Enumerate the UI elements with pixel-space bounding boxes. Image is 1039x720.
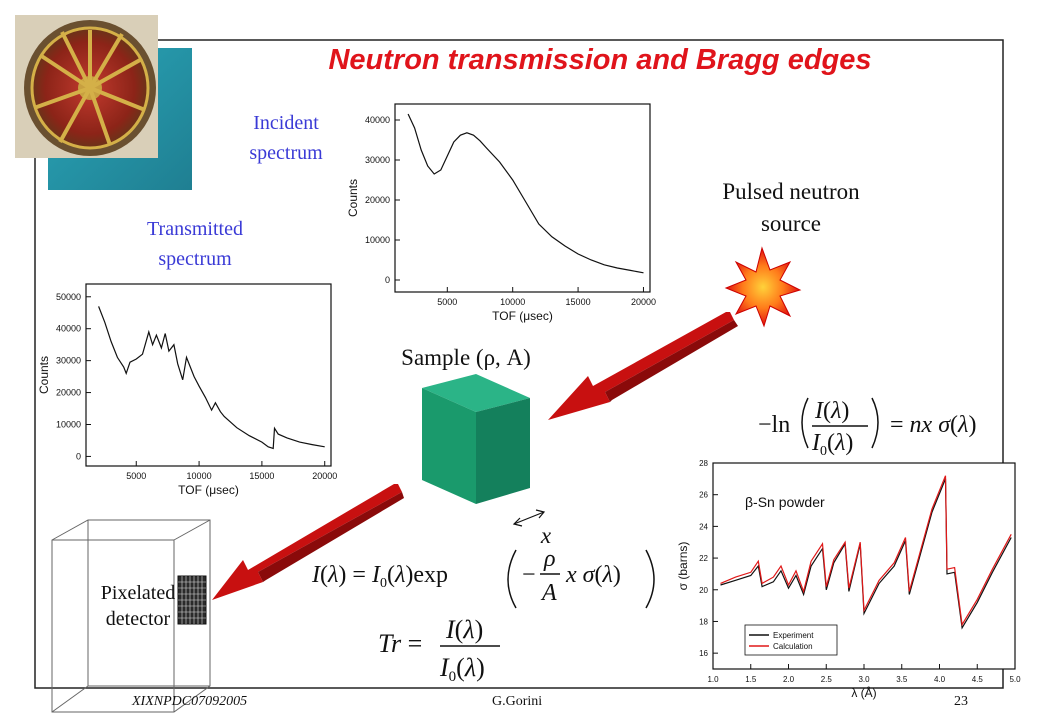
x-tick-label: 5000 <box>437 297 457 307</box>
transmitted-spectrum-label: Transmitted spectrum <box>147 218 243 270</box>
series-line-calculation <box>720 475 1012 627</box>
x-axis-label: TOF (μsec) <box>492 309 553 323</box>
equation-log-relation: −ln I(λ) I0(λ) = nx σ(λ) <box>758 397 976 459</box>
y-tick-label: 18 <box>699 617 708 626</box>
pixel-grid <box>177 575 207 625</box>
svg-text:−ln: −ln <box>758 412 790 438</box>
chart-annotation: β-Sn powder <box>745 494 825 510</box>
y-tick-label: 20 <box>699 586 708 595</box>
svg-text:I0(λ): I0(λ) <box>811 430 853 459</box>
y-tick-label: 20000 <box>56 388 81 398</box>
x-tick-label: 1.0 <box>707 675 719 684</box>
svg-text:ρ: ρ <box>543 546 556 572</box>
incident-spectrum-label: Incident spectrum <box>249 112 323 164</box>
y-tick-label: 50000 <box>56 292 81 302</box>
x-tick-label: 20000 <box>312 471 337 481</box>
sample-label: Sample (ρ, A) <box>401 345 531 370</box>
svg-text:−: − <box>522 562 536 588</box>
x-tick-label: 4.5 <box>972 675 984 684</box>
svg-text:I0(λ): I0(λ) <box>439 653 485 685</box>
incident-beam-arrow <box>548 312 738 420</box>
series-line-data <box>98 306 325 450</box>
y-tick-label: 24 <box>699 522 708 531</box>
x-tick-label: 10000 <box>500 297 525 307</box>
footer-page: 23 <box>954 694 968 709</box>
thickness-arrow <box>512 509 546 527</box>
y-tick-label: 0 <box>385 275 390 285</box>
source-label: Pulsed neutron source <box>722 179 860 236</box>
footer-author: G.Gorini <box>492 694 543 709</box>
x-tick-label: 10000 <box>187 471 212 481</box>
detector-label: Pixelated detector <box>100 582 176 630</box>
x-tick-label: 4.0 <box>934 675 946 684</box>
x-axis-label: TOF (μsec) <box>178 483 239 497</box>
y-axis-label: Counts <box>346 179 360 217</box>
x-tick-label: 15000 <box>249 471 274 481</box>
y-tick-label: 40000 <box>56 324 81 334</box>
legend-box <box>744 624 838 656</box>
y-tick-label: 10000 <box>365 235 390 245</box>
artifact-photo <box>15 15 192 190</box>
footer-event: XIXNPDC07092005 <box>132 694 248 709</box>
x-tick-label: 20000 <box>631 297 656 307</box>
legend-label: Calculation <box>773 642 813 651</box>
y-tick-label: 20000 <box>365 195 390 205</box>
slide-title: Neutron transmission and Bragg edges <box>328 44 872 76</box>
svg-text:I(λ): I(λ) <box>445 615 483 644</box>
neutron-source-burst <box>724 246 802 328</box>
x-tick-label: 15000 <box>566 297 591 307</box>
x-tick-label: 3.5 <box>896 675 908 684</box>
incident-spectrum-chart: 5000 10000 15000 20000 0 10000 20000 30000 40000… <box>346 103 656 323</box>
x-tick-label: 1.5 <box>745 675 757 684</box>
x-tick-label: 5.0 <box>1009 675 1021 684</box>
svg-text:I(λ): I(λ) <box>814 398 849 424</box>
y-tick-label: 40000 <box>365 115 390 125</box>
x-tick-label: 5000 <box>126 471 146 481</box>
equation-transmission: Tr = I(λ) I0(λ) <box>378 615 500 685</box>
slide-frame <box>34 39 1004 689</box>
transmitted-spectrum-chart: 5000 10000 15000 20000 0 10000 20000 30000 40000… <box>37 283 337 497</box>
plot-area <box>85 283 332 467</box>
y-axis-label: σ (barns) <box>676 542 690 591</box>
svg-text:x σ(λ): x σ(λ) <box>565 562 621 588</box>
y-tick-label: 22 <box>699 554 708 563</box>
y-tick-label: 16 <box>699 649 708 658</box>
y-tick-label: 0 <box>76 451 81 461</box>
plot-area <box>394 103 651 293</box>
detector-box <box>51 519 211 713</box>
y-tick-label: 10000 <box>56 419 81 429</box>
transmitted-beam-arrow <box>212 484 404 600</box>
svg-text:I(λ) = I0(λ)exp: I(λ) = I0(λ)exp <box>311 562 448 591</box>
svg-text:= nx σ(λ): = nx σ(λ) <box>890 412 976 438</box>
x-axis-label: λ (Å) <box>851 685 876 700</box>
equation-intensity: I(λ) = I0(λ)exp − ρ A x σ(λ) <box>311 546 655 609</box>
cross-section-chart: 1.0 1.5 2.0 2.5 3.0 3.5 4.0 4.5 5.0 16 18 20 22 24 26 2… <box>676 459 1021 700</box>
x-tick-label: 2.5 <box>821 675 833 684</box>
y-axis-label: Counts <box>37 356 51 394</box>
series-line-data <box>407 113 644 274</box>
thickness-label: x <box>540 523 552 548</box>
y-tick-label: 30000 <box>56 356 81 366</box>
svg-text:A: A <box>540 580 557 606</box>
legend-label: Experiment <box>773 631 814 640</box>
x-tick-label: 3.0 <box>858 675 870 684</box>
svg-text:Tr =: Tr = <box>378 629 422 658</box>
y-tick-label: 30000 <box>365 155 390 165</box>
y-tick-label: 28 <box>699 459 708 468</box>
y-tick-label: 26 <box>699 491 708 500</box>
x-tick-label: 2.0 <box>783 675 795 684</box>
sample-block <box>422 374 530 504</box>
